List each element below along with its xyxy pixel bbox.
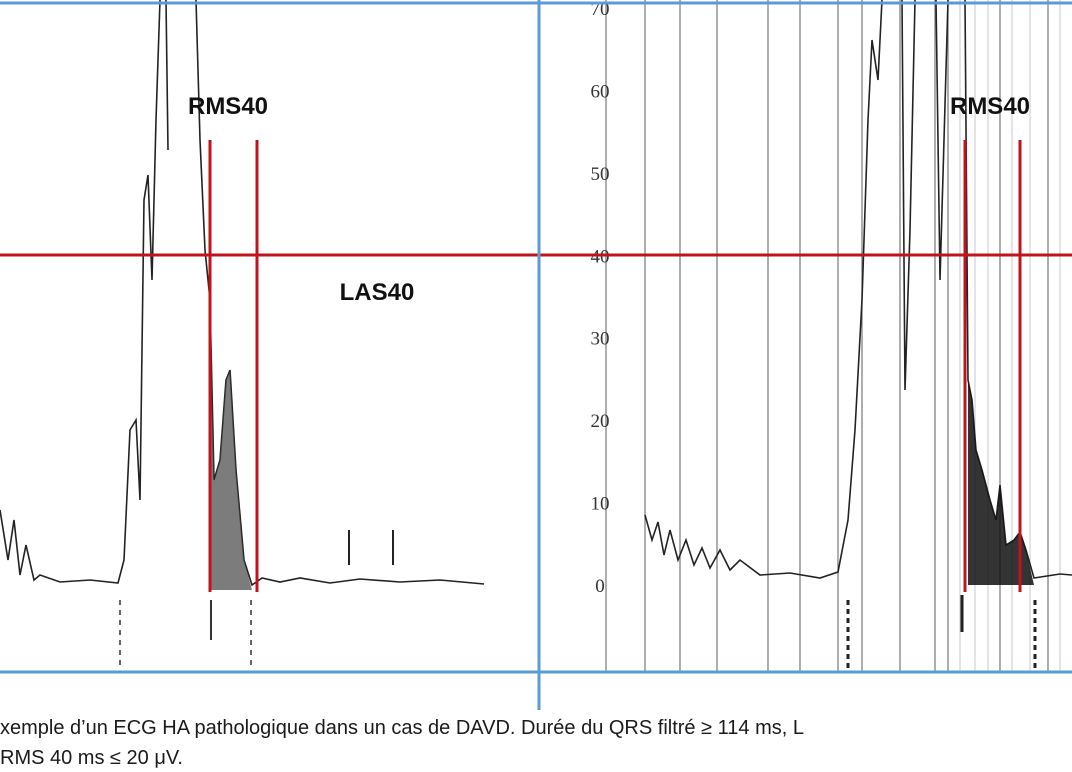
axis-tick-label: 70 — [591, 0, 610, 20]
axis-tick-label: 30 — [591, 329, 610, 350]
axis-tick-label: 0 — [595, 576, 605, 597]
rms-label: RMS40 — [188, 93, 268, 120]
rms-label: RMS40 — [950, 93, 1030, 120]
right-grid — [605, 0, 1061, 672]
right-ecg-trace — [644, 0, 1072, 579]
left-shaded-area — [210, 300, 252, 590]
axis-tick-label: 20 — [591, 411, 610, 432]
right-axis-ticks: 70 60 50 40 30 20 10 0 — [591, 0, 610, 597]
caption-line: xemple d’un ECG HA pathologique dans un … — [0, 717, 804, 739]
axis-tick-label: 40 — [591, 246, 610, 267]
las-label: LAS40 — [340, 279, 415, 306]
axis-tick-label: 10 — [591, 494, 610, 515]
axis-tick-label: 60 — [591, 81, 610, 102]
right-shaded-area — [968, 380, 1034, 585]
caption-line: RMS 40 ms ≤ 20 μV. — [0, 747, 183, 769]
axis-tick-label: 50 — [591, 164, 610, 185]
